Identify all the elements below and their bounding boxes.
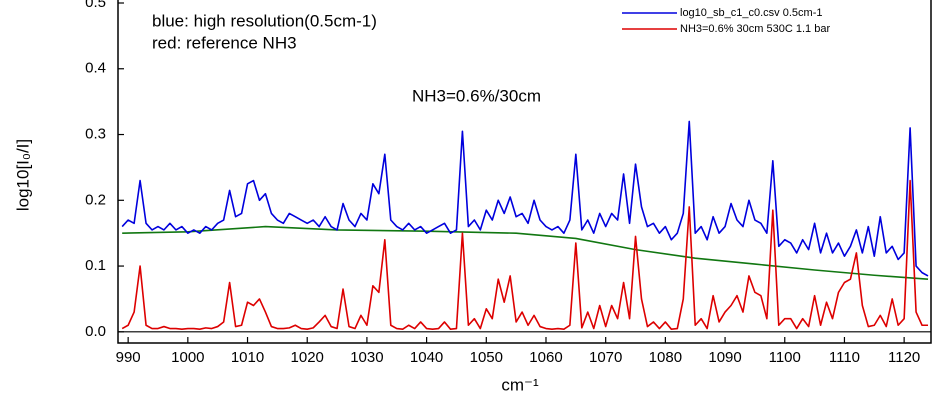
x-tick-label: 1010 xyxy=(231,349,264,366)
x-tick-label: 1000 xyxy=(171,349,204,366)
y-tick-label: 0.5 xyxy=(85,0,106,11)
legend: log10_sb_c1_c0.csv 0.5cm-1 NH3=0.6% 30cm … xyxy=(622,7,830,35)
y-tick-label: 0.4 xyxy=(85,60,106,77)
x-tick-label: 1050 xyxy=(470,349,503,366)
x-tick-label: 1060 xyxy=(529,349,562,366)
x-tick-label: 1090 xyxy=(708,349,741,366)
series-line xyxy=(122,225,929,281)
x-tick-label: 1100 xyxy=(769,349,801,366)
x-tick-label: 1110 xyxy=(829,349,860,366)
x-tick-label: 1080 xyxy=(649,349,682,366)
y-tick-label: 0.0 xyxy=(85,323,106,340)
y-tick-label: 0.2 xyxy=(85,191,106,208)
ticks: 0.0 0.1 0.2 0.3 0.4 0.5 990 1000 1010 1020 1030 104… xyxy=(85,0,931,366)
x-tick-label: 1120 xyxy=(888,349,920,366)
x-axis-label: cm⁻¹ xyxy=(501,375,539,394)
legend-label: NH3=0.6% 30cm 530C 1.1 bar xyxy=(680,23,830,35)
series-line xyxy=(121,179,929,330)
plot-frame xyxy=(117,0,932,344)
x-tick-label: 1040 xyxy=(410,349,443,366)
plot-lines xyxy=(121,120,929,330)
annotation: blue: high resolution(0.5cm-1) xyxy=(152,11,377,30)
legend-label: log10_sb_c1_c0.csv 0.5cm-1 xyxy=(680,7,822,19)
x-tick-label: 990 xyxy=(116,349,141,366)
series-line xyxy=(121,120,929,277)
x-tick-label: 1020 xyxy=(291,349,324,366)
annotation: NH3=0.6%/30cm xyxy=(412,86,541,105)
y-tick-label: 0.1 xyxy=(85,257,106,274)
annotation: red: reference NH3 xyxy=(152,33,297,52)
y-axis-label: log10[I₀/I] xyxy=(13,139,32,211)
x-tick-label: 1070 xyxy=(589,349,622,366)
y-tick-label: 0.3 xyxy=(85,125,106,142)
x-tick-label: 1030 xyxy=(350,349,383,366)
